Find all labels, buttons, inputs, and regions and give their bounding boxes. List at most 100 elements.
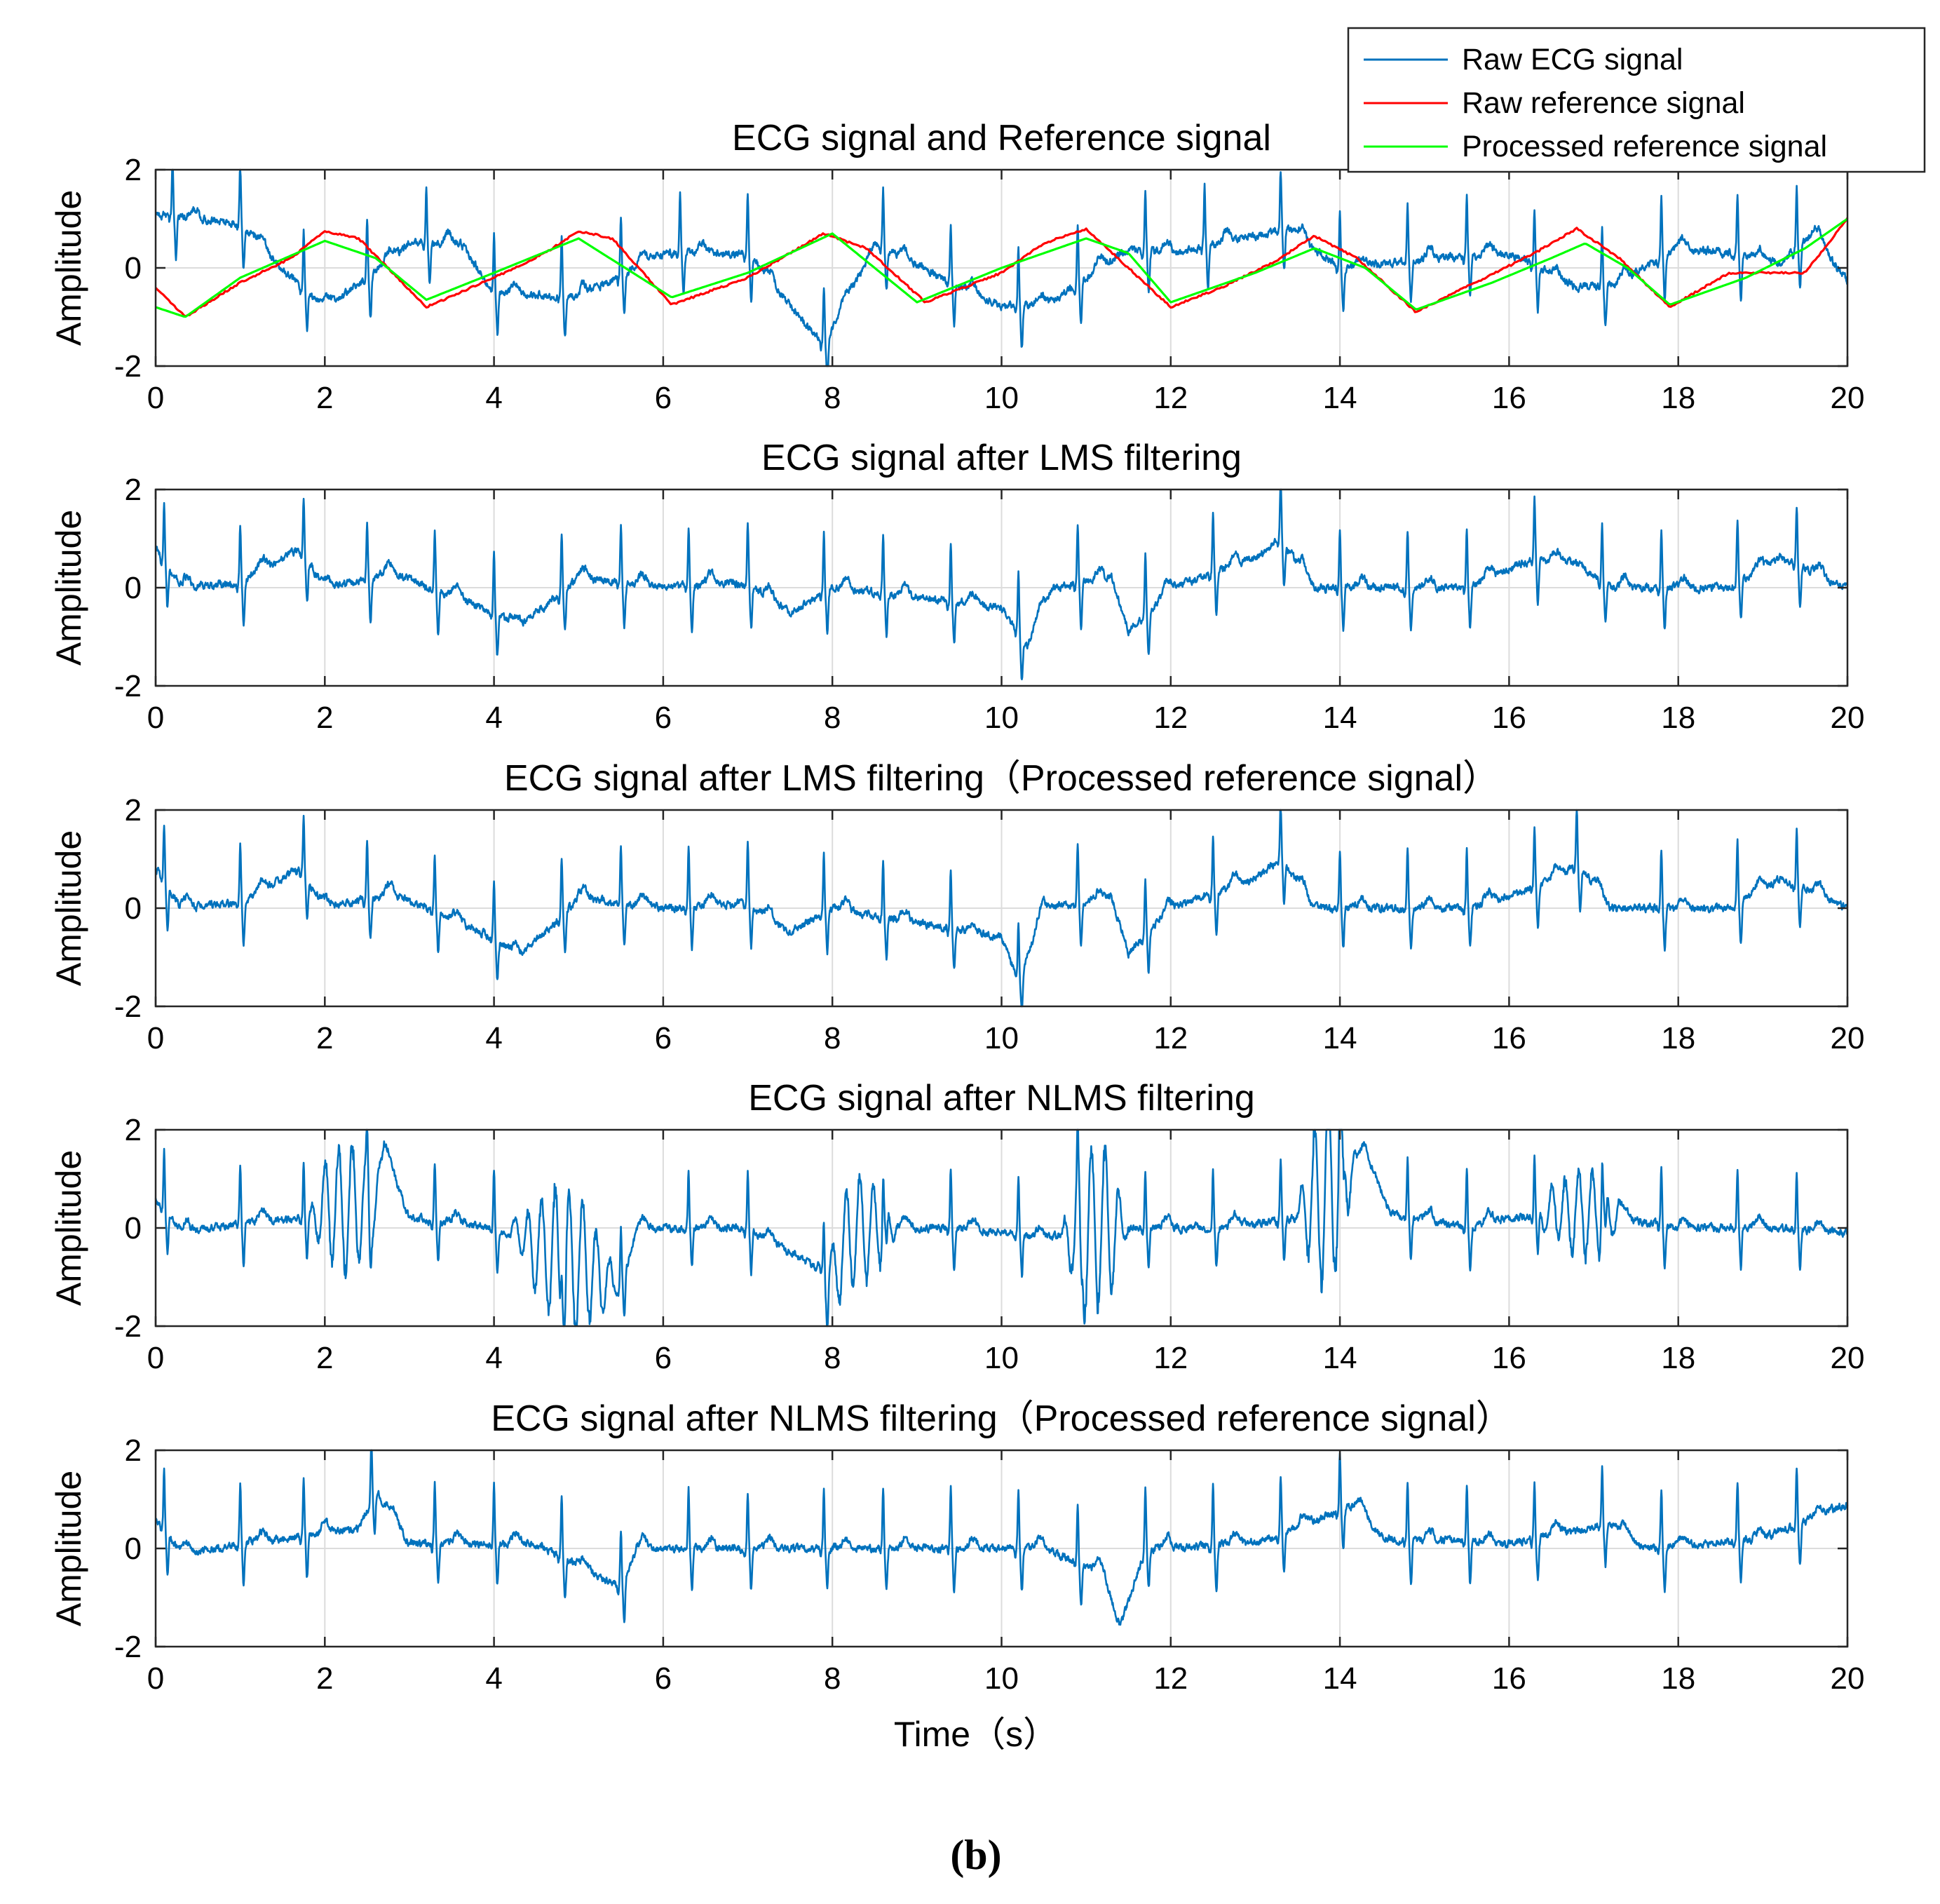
- subplot-title: ECG signal and Reference signal: [732, 118, 1271, 158]
- x-tick-label: 6: [655, 1661, 672, 1696]
- legend: Raw ECG signal Raw reference signal Proc…: [1347, 27, 1926, 173]
- series-line-2: [154, 217, 1849, 318]
- y-axis-label: Amplitude: [49, 1150, 88, 1306]
- legend-label-processed-reference: Processed reference signal: [1462, 130, 1827, 163]
- x-tick-label: 14: [1323, 701, 1357, 735]
- y-tick-label: -2: [114, 1630, 142, 1664]
- y-tick-label: 0: [125, 571, 142, 605]
- x-tick-label: 12: [1153, 1021, 1188, 1055]
- x-tick-label: 2: [316, 1661, 333, 1696]
- x-tick-label: 4: [485, 1661, 502, 1696]
- series-line-3: [155, 217, 1848, 318]
- x-tick-label: 4: [485, 701, 502, 735]
- x-tick-label: 14: [1323, 1661, 1357, 1696]
- x-tick-label: 0: [147, 701, 164, 735]
- x-tick-label: 14: [1323, 1021, 1357, 1055]
- x-tick-label: 0: [147, 381, 164, 415]
- x-tick-label: 20: [1831, 1341, 1865, 1375]
- x-tick-label: 10: [984, 1021, 1019, 1055]
- x-tick-label: 14: [1323, 381, 1357, 415]
- x-tick-label: 4: [485, 1021, 502, 1055]
- y-tick-label: 2: [125, 473, 142, 507]
- x-tick-label: 16: [1492, 1341, 1526, 1375]
- x-tick-label: 2: [316, 381, 333, 415]
- subplot-title: ECG signal after LMS filtering（Processed…: [504, 758, 1499, 799]
- y-axis-label: Amplitude: [49, 190, 88, 346]
- y-tick-label: -2: [114, 349, 142, 384]
- y-tick-label: 0: [125, 1532, 142, 1566]
- x-tick-label: 12: [1153, 1661, 1188, 1696]
- x-tick-label: 20: [1831, 1021, 1865, 1055]
- legend-label-raw-ecg: Raw ECG signal: [1462, 43, 1683, 76]
- x-tick-label: 8: [824, 701, 841, 735]
- y-axis-label: Amplitude: [49, 1471, 88, 1626]
- x-tick-label: 12: [1153, 701, 1188, 735]
- y-axis-label: Amplitude: [49, 830, 88, 986]
- x-tick-label: 8: [824, 381, 841, 415]
- x-tick-label: 16: [1492, 701, 1526, 735]
- series-line-1: [155, 1449, 1849, 1626]
- series-line-1: [155, 168, 1849, 367]
- legend-label-raw-reference: Raw reference signal: [1462, 86, 1745, 120]
- y-tick-label: 2: [125, 793, 142, 828]
- y-tick-label: 0: [125, 1211, 142, 1245]
- x-tick-label: 10: [984, 381, 1019, 415]
- x-tick-label: 8: [824, 1021, 841, 1055]
- y-tick-label: 2: [125, 1113, 142, 1147]
- x-tick-label: 16: [1492, 381, 1526, 415]
- x-tick-label: 10: [984, 701, 1019, 735]
- x-tick-label: 10: [984, 1661, 1019, 1696]
- y-tick-label: -2: [114, 669, 142, 703]
- x-tick-label: 6: [655, 701, 672, 735]
- x-tick-label: 6: [655, 1021, 672, 1055]
- x-tick-label: 6: [655, 381, 672, 415]
- x-tick-label: 4: [485, 1341, 502, 1375]
- y-tick-label: -2: [114, 990, 142, 1024]
- subplot-title: ECG signal after NLMS filtering（Processe…: [491, 1398, 1512, 1439]
- x-tick-label: 0: [147, 1661, 164, 1696]
- x-tick-label: 18: [1661, 1021, 1695, 1055]
- y-tick-label: 0: [125, 251, 142, 285]
- y-axis-label: Amplitude: [49, 510, 88, 666]
- x-tick-label: 20: [1831, 1661, 1865, 1696]
- y-tick-label: 2: [125, 1433, 142, 1468]
- y-tick-label: -2: [114, 1309, 142, 1344]
- x-axis-label: Time（s）: [894, 1715, 1058, 1754]
- x-tick-label: 4: [485, 381, 502, 415]
- x-tick-label: 0: [147, 1021, 164, 1055]
- x-tick-label: 18: [1661, 1341, 1695, 1375]
- series-line-1: [154, 1128, 1849, 1328]
- x-tick-label: 8: [824, 1341, 841, 1375]
- x-tick-label: 2: [316, 701, 333, 735]
- x-tick-label: 20: [1831, 381, 1865, 415]
- x-tick-label: 20: [1831, 701, 1865, 735]
- x-tick-label: 8: [824, 1661, 841, 1696]
- x-tick-label: 2: [316, 1021, 333, 1055]
- legend-box: [1347, 27, 1926, 173]
- x-tick-label: 16: [1492, 1021, 1526, 1055]
- x-tick-label: 10: [984, 1341, 1019, 1375]
- subplot-title: ECG signal after LMS filtering: [761, 438, 1242, 478]
- subplot-title: ECG signal after NLMS filtering: [748, 1078, 1255, 1119]
- y-tick-label: 0: [125, 891, 142, 926]
- x-tick-label: 18: [1661, 701, 1695, 735]
- series-line-1: [154, 488, 1849, 681]
- y-tick-label: 2: [125, 153, 142, 187]
- x-tick-label: 6: [655, 1341, 672, 1375]
- x-tick-label: 16: [1492, 1661, 1526, 1696]
- x-tick-label: 14: [1323, 1341, 1357, 1375]
- x-tick-label: 2: [316, 1341, 333, 1375]
- x-tick-label: 18: [1661, 381, 1695, 415]
- series-line-1: [154, 809, 1849, 1008]
- x-tick-label: 0: [147, 1341, 164, 1375]
- x-tick-label: 12: [1153, 381, 1188, 415]
- figure-caption: (b): [950, 1832, 1001, 1878]
